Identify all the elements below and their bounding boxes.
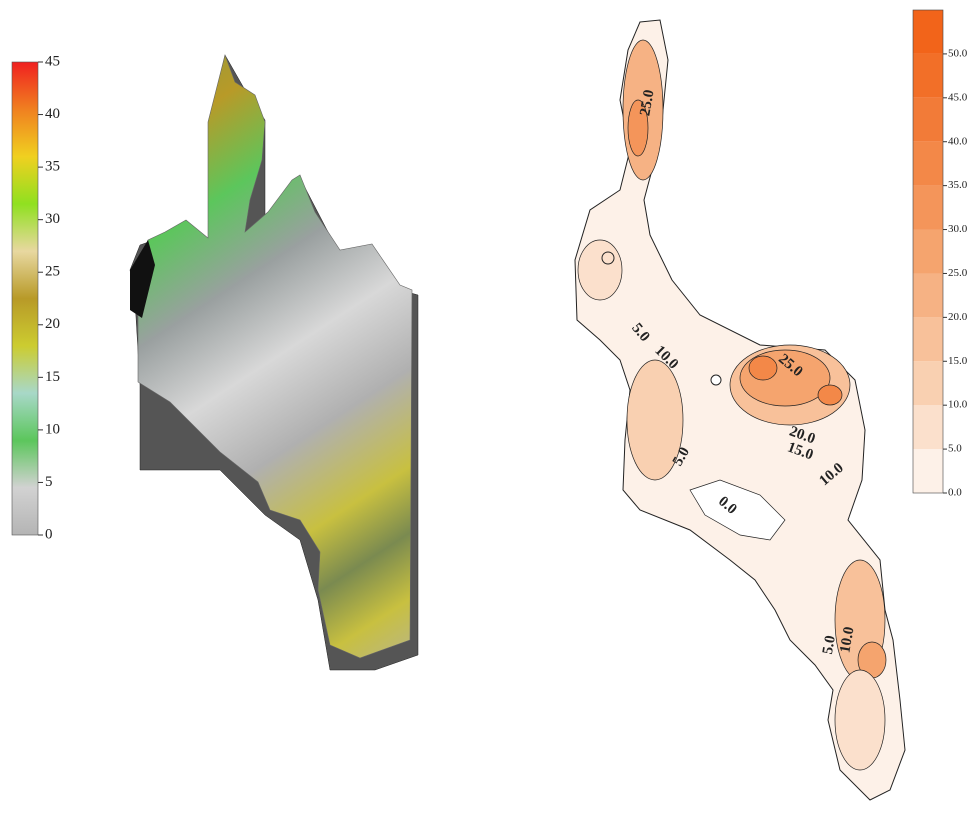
colorbar-tick-label: 40.0 [948, 135, 968, 147]
colorbar-tick-label: 50.0 [948, 47, 968, 59]
surface-3d [129, 53, 419, 671]
colorbar-tick-label: 5.0 [948, 443, 962, 455]
colorbar-tick-label: 10.0 [948, 399, 968, 411]
colorbar-swatch [913, 97, 943, 142]
colorbar-swatch [913, 273, 943, 318]
colorbar-tick-label: 5 [45, 474, 53, 490]
colorbar-tick-label: 20 [45, 316, 60, 332]
colorbar-tick-label: 40 [45, 106, 60, 122]
colorbar-tick-label: 20.0 [948, 311, 968, 323]
contour-label: 10.0 [837, 626, 857, 655]
colorbar-tick-label: 15 [45, 369, 60, 385]
contour-label: 25.0 [637, 89, 657, 118]
colorbar-tick-label: 35.0 [948, 179, 968, 191]
colorbar [11, 61, 39, 536]
colorbar-swatch [913, 229, 943, 274]
contour-label: 5.0 [820, 634, 839, 655]
colorbar-tick-label: 10 [45, 421, 60, 437]
contour-map [574, 19, 906, 801]
colorbar-swatch [913, 185, 943, 230]
colorbar-tick-label: 0.0 [948, 487, 962, 499]
colorbar-tick-label: 30.0 [948, 223, 968, 235]
colorbar-swatch [913, 53, 943, 98]
colorbar-tick-label: 15.0 [948, 355, 968, 367]
colorbar-swatch [913, 317, 943, 362]
colorbar-tick-label: 0 [45, 526, 53, 542]
colorbar-tick-label: 30 [45, 211, 60, 227]
colorbar-tick-label: 25 [45, 264, 60, 280]
colorbar-tick-label: 25.0 [948, 267, 968, 279]
colorbar-swatch [913, 141, 943, 186]
colorbar-swatch [913, 361, 943, 406]
colorbar-frame [912, 9, 944, 494]
colorbar-tick-label: 45 [45, 53, 60, 69]
colorbar-swatch [913, 405, 943, 450]
colorbar-tick-label: 35 [45, 159, 60, 175]
colorbar-swatch [913, 449, 943, 493]
colorbar-swatch [913, 10, 943, 54]
colorbar-tick-label: 45.0 [948, 91, 968, 103]
